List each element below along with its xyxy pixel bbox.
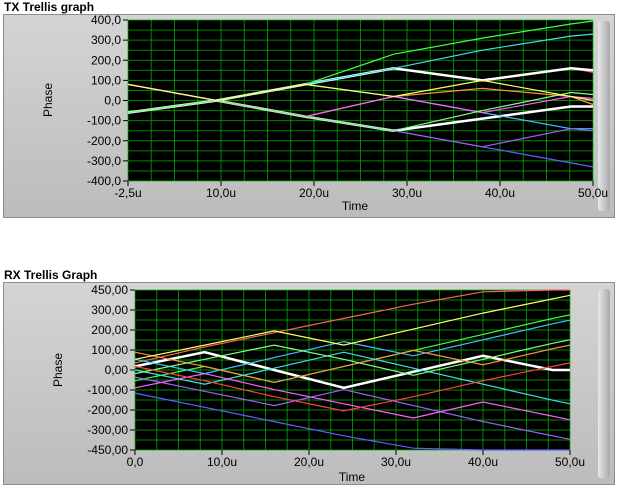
rx-x-ticks: 0,0 10,0u 20,0u 30,0u 40,0u 50,0u: [127, 450, 585, 469]
rx-trace-7: [134, 351, 571, 405]
tx-x-ticks: -2,5u 10,0u 20,0u 30,0u 40,0u 50,0u: [114, 181, 608, 200]
rx-trace-3: [134, 392, 570, 451]
rx-trace-1: [134, 289, 570, 364]
rx-x-axis-label: Time: [339, 470, 366, 484]
rx-x-tick-label: 0,0: [127, 455, 144, 469]
tx-y-tick-label: 200,0: [91, 53, 121, 67]
tx-x-tick-label: 10,0u: [206, 186, 236, 200]
tx-y-tick-label: 100,0: [91, 73, 121, 87]
rx-trace-6: [134, 376, 571, 440]
rx-trace-4: [134, 319, 571, 375]
tx-y-tick-label: -400,0: [87, 174, 121, 188]
rx-graph-title: RX Trellis Graph: [4, 268, 98, 282]
rx-y-tick-label: 450,00: [91, 283, 128, 297]
rx-y-tick-label: 300,00: [91, 303, 128, 317]
rx-y-tick-label: 0,00: [105, 363, 129, 377]
tx-x-tick-label: 40,0u: [485, 186, 515, 200]
rx-trace-9: [134, 294, 571, 360]
tx-x-tick-label: 50,0u: [578, 186, 608, 200]
tx-trace-group: [127, 20, 594, 168]
tx-x-axis-label: Time: [342, 199, 369, 213]
rx-trace-5: [134, 344, 571, 384]
rx-trace-8: [134, 372, 571, 421]
rx-trace-11: [134, 362, 571, 412]
tx-y-tick-label: -200,0: [87, 134, 121, 148]
tx-y-tick-label: -300,0: [87, 154, 121, 168]
tx-trace-11: [127, 79, 594, 102]
rx-y-tick-label: 100,00: [91, 343, 128, 357]
tx-y-tick-label: 0,0: [104, 94, 121, 108]
rx-x-tick-label: 30,0u: [381, 455, 411, 469]
rx-y-tick-label: 200,00: [91, 323, 128, 337]
rx-y-ticks: 450,00 300,00 200,00 100,00 0,00 -100,00 -200,…: [87, 283, 135, 457]
tx-x-tick-label: 20,0u: [299, 186, 329, 200]
rx-x-tick-label: 40,0u: [468, 455, 498, 469]
tx-y-tick-label: 300,0: [91, 33, 121, 47]
rx-trace-0: [134, 350, 570, 390]
tx-y-axis-label: Phase: [41, 83, 55, 117]
tx-graph-right-edge: [598, 21, 610, 211]
rx-trace-10: [134, 339, 571, 376]
rx-y-tick-label: -450,00: [87, 443, 128, 457]
tx-x-tick-label: 30,0u: [392, 186, 422, 200]
rx-x-tick-label: 10,0u: [207, 455, 237, 469]
rx-x-tick-label: 20,0u: [294, 455, 324, 469]
tx-y-tick-label: -100,0: [87, 114, 121, 128]
rx-y-tick-label: -100,00: [87, 383, 128, 397]
rx-y-tick-label: -200,00: [87, 403, 128, 417]
rx-y-tick-label: -300,00: [87, 423, 128, 437]
rx-x-tick-label: 50,0u: [555, 455, 585, 469]
tx-y-tick-label: 400,0: [91, 13, 121, 27]
rx-trace-group: [134, 289, 571, 451]
rx-graph-right-edge: [598, 289, 610, 478]
rx-y-axis-label: Phase: [51, 353, 65, 387]
tx-y-ticks: 400,0 300,0 200,0 100,0 0,0 -100,0 -200,0 -300,…: [87, 13, 128, 188]
tx-graph-title: TX Trellis graph: [4, 0, 95, 14]
tx-x-tick-label: -2,5u: [114, 186, 141, 200]
